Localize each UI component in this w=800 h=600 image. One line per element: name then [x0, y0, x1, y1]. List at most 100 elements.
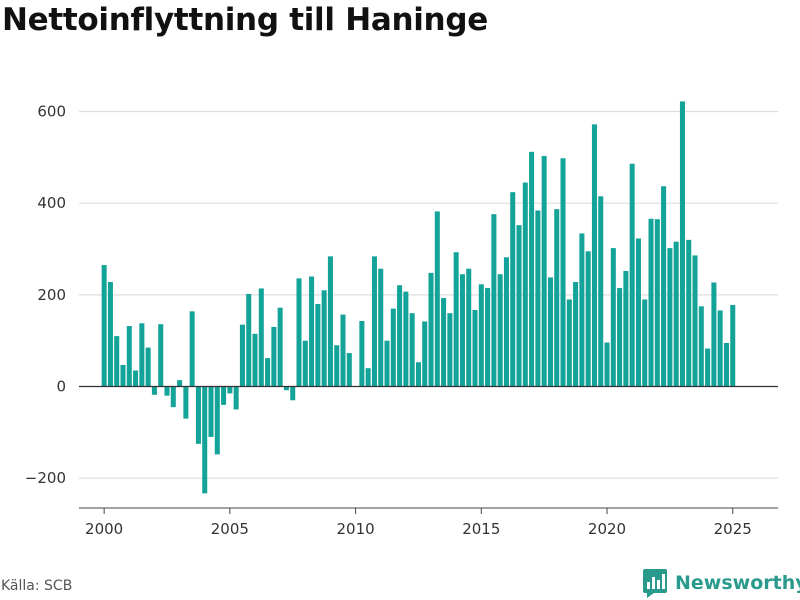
bar	[283, 386, 289, 391]
bar	[321, 290, 327, 387]
bar	[591, 124, 597, 387]
x-tick-label: 2005	[211, 520, 249, 538]
bar	[535, 210, 541, 387]
axes	[79, 385, 778, 514]
bar	[151, 386, 157, 395]
bar	[485, 287, 491, 387]
bar	[365, 368, 371, 387]
bar	[265, 358, 271, 387]
bar	[623, 271, 629, 387]
bar	[434, 211, 440, 387]
bar	[522, 182, 528, 387]
bar	[566, 299, 572, 387]
y-tick-label: 200	[37, 286, 66, 304]
bar	[554, 209, 560, 387]
bars	[101, 101, 736, 494]
bar	[516, 225, 522, 387]
bar	[290, 386, 296, 401]
bar	[409, 313, 415, 387]
bar	[296, 278, 302, 387]
bar-chart-logo-icon	[643, 569, 667, 598]
bar	[648, 218, 654, 387]
bar	[692, 255, 698, 387]
bar	[617, 287, 623, 387]
bar	[459, 274, 465, 387]
bar	[227, 386, 233, 394]
bar	[101, 265, 107, 387]
brand-name: Newsworthy	[675, 572, 800, 594]
bar	[610, 248, 616, 387]
bar	[560, 158, 566, 387]
bar	[208, 386, 214, 437]
bar	[195, 386, 201, 444]
bar	[327, 256, 333, 387]
x-tick-label: 2025	[714, 520, 752, 538]
bar	[309, 276, 315, 387]
bar	[340, 314, 346, 387]
bar	[698, 306, 704, 387]
bar	[258, 288, 264, 387]
bar	[573, 282, 579, 387]
bar	[585, 251, 591, 387]
bar	[202, 386, 208, 494]
bar	[642, 299, 648, 387]
bar	[397, 285, 403, 387]
bar	[491, 214, 497, 387]
bar	[170, 386, 176, 408]
bar	[598, 196, 604, 387]
bar	[233, 386, 239, 410]
x-tick-label: 2010	[336, 520, 374, 538]
x-tick-label: 2015	[462, 520, 500, 538]
bar	[730, 304, 736, 387]
bar	[120, 364, 126, 387]
bar	[679, 101, 685, 387]
bar	[334, 345, 340, 387]
bar	[221, 386, 227, 405]
y-tick-label: 0	[56, 378, 66, 396]
bar	[177, 380, 183, 387]
bar	[346, 353, 352, 387]
bar	[654, 219, 660, 387]
tick-labels: −200 0 200 400 600 2000 2005 2010 2015 2020 2025	[25, 103, 752, 538]
bar	[667, 248, 673, 387]
bar	[239, 324, 245, 387]
bar	[472, 309, 478, 387]
bar	[711, 282, 717, 387]
bar	[271, 326, 277, 387]
bar	[302, 340, 308, 387]
x-tick-label: 2020	[588, 520, 626, 538]
bar	[673, 241, 679, 387]
bar	[384, 340, 390, 387]
bar	[579, 233, 585, 387]
source-note: Källa: SCB	[1, 578, 73, 594]
bar	[529, 151, 535, 387]
bar	[717, 310, 723, 387]
bar	[441, 298, 447, 387]
bar	[252, 333, 258, 387]
bar	[415, 362, 421, 387]
bar	[158, 324, 164, 387]
bar	[503, 257, 509, 387]
bar	[126, 326, 132, 387]
bar	[497, 274, 503, 387]
bar	[547, 277, 553, 387]
bar	[378, 268, 384, 387]
bar	[359, 320, 365, 387]
bar	[466, 268, 472, 387]
bar	[145, 347, 151, 387]
bar	[214, 386, 220, 455]
bar	[133, 370, 139, 387]
bar	[183, 386, 189, 419]
x-tick-label: 2000	[85, 520, 123, 538]
bar	[723, 342, 729, 387]
bar	[422, 321, 428, 387]
bar	[447, 313, 453, 387]
y-tick-label: 600	[37, 103, 66, 121]
bar	[403, 291, 409, 387]
bar	[371, 256, 377, 387]
bar	[541, 155, 547, 387]
bar	[604, 342, 610, 387]
bar	[189, 311, 195, 387]
chart-title: Nettoinflyttning till Haninge	[2, 2, 488, 38]
